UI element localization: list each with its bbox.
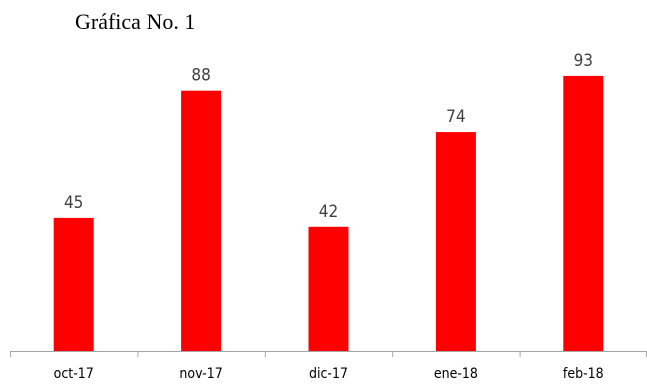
bar-dic-17 [308, 226, 349, 351]
value-label-ene-18: 74 [446, 107, 465, 127]
bar-oct-17 [53, 217, 94, 351]
bar-feb-18 [563, 75, 604, 352]
value-labels-layer: 45 88 42 74 93 [64, 51, 593, 222]
x-tick-label-ene-18: ene-18 [434, 366, 478, 382]
value-label-nov-17: 88 [191, 66, 210, 86]
chart-title: Gráfica No. 1 [75, 9, 196, 34]
value-label-oct-17: 45 [64, 193, 83, 213]
x-tick-labels-layer: oct-17 nov-17 dic-17 ene-18 feb-18 [54, 366, 604, 382]
x-tick-label-dic-17: dic-17 [309, 366, 348, 382]
bar-ene-18 [435, 132, 476, 351]
x-axis [10, 351, 647, 357]
x-tick-label-nov-17: nov-17 [179, 366, 222, 382]
x-tick-label-feb-18: feb-18 [563, 366, 604, 382]
value-label-dic-17: 42 [319, 202, 338, 222]
value-label-feb-18: 93 [574, 51, 593, 71]
bar-nov-17 [181, 90, 222, 351]
bars-layer [53, 75, 604, 352]
x-tick-label-oct-17: oct-17 [54, 366, 94, 382]
